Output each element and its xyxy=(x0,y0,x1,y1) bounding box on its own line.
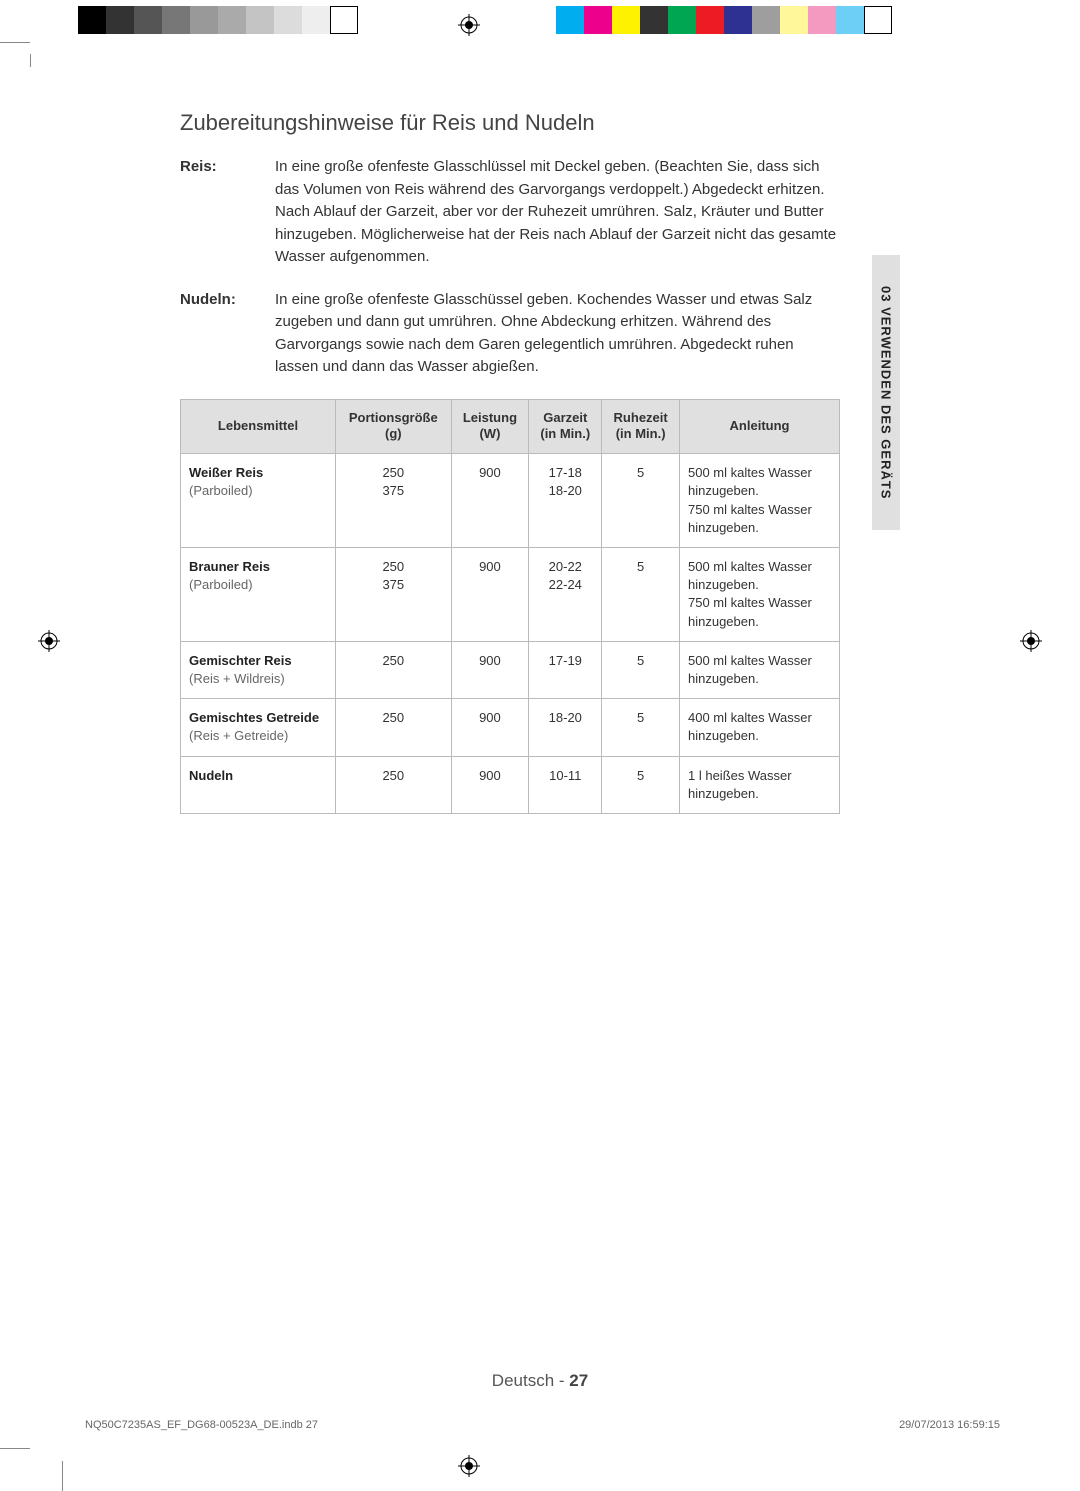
table-cell: 17-19 xyxy=(529,641,602,698)
table-cell: 5 xyxy=(602,756,680,813)
crop-mark xyxy=(62,1461,63,1491)
table-row: Gemischtes Getreide(Reis + Getreide)2509… xyxy=(181,699,840,756)
color-swatch xyxy=(162,6,190,34)
color-swatch xyxy=(836,6,864,34)
table-cell: 900 xyxy=(451,641,529,698)
color-swatch xyxy=(864,6,892,34)
color-swatch xyxy=(274,6,302,34)
table-row: Gemischter Reis(Reis + Wildreis)25090017… xyxy=(181,641,840,698)
color-swatch xyxy=(668,6,696,34)
table-row: Nudeln25090010-1151 l heißes Wasser hinz… xyxy=(181,756,840,813)
print-metadata: NQ50C7235AS_EF_DG68-00523A_DE.indb 27 29… xyxy=(85,1419,1000,1431)
instruction-cell: 500 ml kaltes Wasser hinzugeben. xyxy=(680,641,840,698)
print-timestamp: 29/07/2013 16:59:15 xyxy=(899,1419,1000,1431)
food-cell: Brauner Reis(Parboiled) xyxy=(181,548,336,642)
definition-term: Reis: xyxy=(180,156,275,269)
instruction-cell: 500 ml kaltes Wasser hinzugeben.750 ml k… xyxy=(680,548,840,642)
table-cell: 17-1818-20 xyxy=(529,454,602,548)
color-swatch xyxy=(640,6,668,34)
color-swatch xyxy=(190,6,218,34)
table-cell: 5 xyxy=(602,548,680,642)
registration-mark-icon xyxy=(1020,630,1042,652)
main-content: Zubereitungshinweise für Reis und Nudeln… xyxy=(180,110,840,814)
definition-body: In eine große ofenfeste Glasschlüssel mi… xyxy=(275,156,840,269)
table-header-cell: Ruhezeit(in Min.) xyxy=(602,399,680,454)
table-cell: 5 xyxy=(602,454,680,548)
table-cell: 250375 xyxy=(336,454,452,548)
table-header-cell: Portionsgröße(g) xyxy=(336,399,452,454)
color-swatch xyxy=(724,6,752,34)
color-swatch xyxy=(556,6,584,34)
section-heading: Zubereitungshinweise für Reis und Nudeln xyxy=(180,110,840,136)
food-cell: Nudeln xyxy=(181,756,336,813)
table-cell: 250 xyxy=(336,699,452,756)
definition-block: Nudeln:In eine große ofenfeste Glasschüs… xyxy=(180,289,840,379)
section-side-label: 03 VERWENDEN DES GERÄTS xyxy=(879,286,894,499)
color-swatch xyxy=(584,6,612,34)
food-cell: Gemischter Reis(Reis + Wildreis) xyxy=(181,641,336,698)
footer-language: Deutsch - xyxy=(492,1371,569,1390)
table-cell: 900 xyxy=(451,454,529,548)
table-cell: 250 xyxy=(336,756,452,813)
table-row: Brauner Reis(Parboiled)25037590020-2222-… xyxy=(181,548,840,642)
color-swatch xyxy=(302,6,330,34)
table-cell: 5 xyxy=(602,641,680,698)
food-cell: Gemischtes Getreide(Reis + Getreide) xyxy=(181,699,336,756)
table-row: Weißer Reis(Parboiled)25037590017-1818-2… xyxy=(181,454,840,548)
table-cell: 900 xyxy=(451,756,529,813)
table-cell: 18-20 xyxy=(529,699,602,756)
section-side-tab: 03 VERWENDEN DES GERÄTS xyxy=(872,255,900,530)
color-swatch xyxy=(218,6,246,34)
table-header-cell: Anleitung xyxy=(680,399,840,454)
color-swatch xyxy=(780,6,808,34)
table-cell: 250 xyxy=(336,641,452,698)
crop-mark xyxy=(30,54,31,67)
table-header-cell: Leistung(W) xyxy=(451,399,529,454)
color-swatch xyxy=(134,6,162,34)
color-swatch xyxy=(78,6,106,34)
color-swatch xyxy=(808,6,836,34)
registration-mark-icon xyxy=(38,630,60,652)
table-cell: 20-2222-24 xyxy=(529,548,602,642)
page-footer: Deutsch - 27 xyxy=(0,1371,1080,1391)
definition-block: Reis:In eine große ofenfeste Glasschlüss… xyxy=(180,156,840,269)
crop-mark xyxy=(0,1448,30,1449)
grayscale-color-bar xyxy=(78,6,358,34)
definition-term: Nudeln: xyxy=(180,289,275,379)
food-cell: Weißer Reis(Parboiled) xyxy=(181,454,336,548)
footer-page-number: 27 xyxy=(569,1371,588,1390)
color-swatch xyxy=(246,6,274,34)
instruction-cell: 1 l heißes Wasser hinzugeben. xyxy=(680,756,840,813)
table-cell: 900 xyxy=(451,548,529,642)
registration-mark-icon xyxy=(458,14,480,36)
color-swatch xyxy=(752,6,780,34)
cmyk-color-bar xyxy=(556,6,892,34)
color-swatch xyxy=(106,6,134,34)
color-swatch xyxy=(330,6,358,34)
table-cell: 900 xyxy=(451,699,529,756)
table-header-cell: Garzeit(in Min.) xyxy=(529,399,602,454)
registration-mark-icon xyxy=(458,1455,480,1477)
instruction-cell: 400 ml kaltes Wasser hinzugeben. xyxy=(680,699,840,756)
definition-body: In eine große ofenfeste Glasschüssel geb… xyxy=(275,289,840,379)
table-cell: 10-11 xyxy=(529,756,602,813)
table-header-cell: Lebensmittel xyxy=(181,399,336,454)
cooking-table: LebensmittelPortionsgröße(g)Leistung(W)G… xyxy=(180,399,840,814)
crop-mark xyxy=(0,42,30,43)
color-swatch xyxy=(696,6,724,34)
table-cell: 250375 xyxy=(336,548,452,642)
print-file-name: NQ50C7235AS_EF_DG68-00523A_DE.indb 27 xyxy=(85,1419,318,1431)
instruction-cell: 500 ml kaltes Wasser hinzugeben.750 ml k… xyxy=(680,454,840,548)
table-cell: 5 xyxy=(602,699,680,756)
color-swatch xyxy=(612,6,640,34)
